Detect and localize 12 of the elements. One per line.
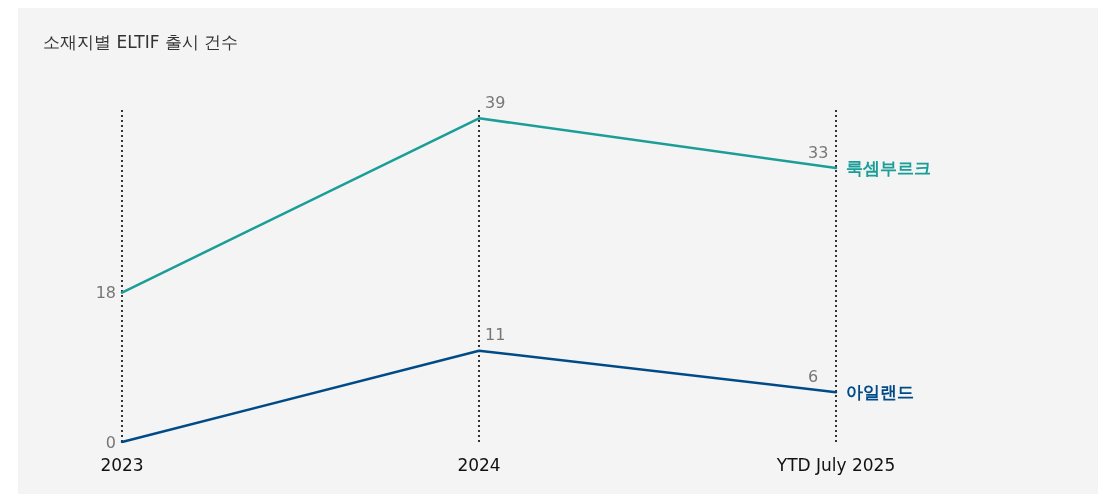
series-label: 아일랜드: [846, 382, 914, 403]
x-tick-label: 2023: [100, 454, 144, 475]
data-label: 0: [105, 432, 116, 452]
data-label: 11: [485, 325, 506, 345]
x-tick-label: 2024: [457, 454, 501, 475]
data-label: 39: [485, 92, 506, 112]
data-label: 18: [95, 283, 116, 303]
series-label: 룩셈부르크: [846, 158, 931, 179]
x-tick-label: YTD July 2025: [775, 454, 896, 475]
chart-title: 소재지별 ELTIF 출시 건수: [43, 31, 239, 52]
data-label: 33: [808, 142, 829, 162]
data-label: 6: [808, 366, 819, 386]
